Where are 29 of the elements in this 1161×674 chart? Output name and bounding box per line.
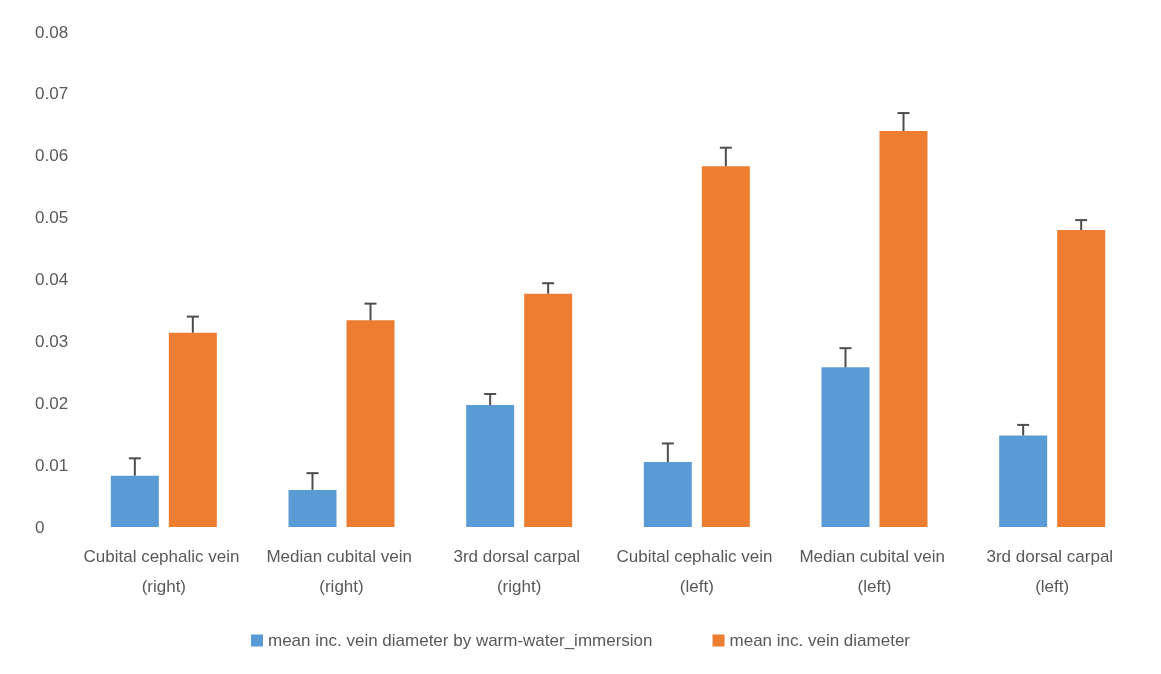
y-tick-label: 0.08 xyxy=(35,22,69,42)
bar xyxy=(999,435,1048,527)
bar xyxy=(821,367,870,527)
bar xyxy=(701,166,750,527)
y-tick-label: 0.02 xyxy=(35,393,69,413)
y-tick-label: 0.03 xyxy=(35,331,69,351)
y-tick-label: 0.04 xyxy=(35,270,69,289)
legend-label: mean inc. vein diameter xyxy=(729,631,911,650)
bar xyxy=(643,462,692,527)
bar xyxy=(168,332,217,527)
y-tick-label: 0.06 xyxy=(35,146,69,166)
x-tick-label: 3rd dorsal carpal (left) xyxy=(986,546,1118,596)
legend-label: mean inc. vein diameter by warm-water_immersion xyxy=(268,631,653,650)
x-tick-label: Median cubital vein (left) xyxy=(799,546,950,596)
y-tick-label: 0.05 xyxy=(35,208,69,228)
bar xyxy=(524,293,573,527)
y-tick-label: 0.01 xyxy=(35,455,69,475)
bar xyxy=(346,320,395,527)
bar xyxy=(1057,230,1106,527)
y-tick-label: 0 xyxy=(35,517,45,537)
y-tick-label: 0.07 xyxy=(35,84,69,104)
x-tick-label: Cubital cephalic vein (left) xyxy=(616,546,778,596)
bar xyxy=(288,489,337,527)
x-tick-label: 3rd dorsal carpal (right) xyxy=(453,546,585,596)
bar xyxy=(879,131,928,527)
x-tick-label: Cubital cephalic vein (right) xyxy=(83,546,245,596)
x-tick-label: Median cubital vein (right) xyxy=(266,546,417,596)
bar xyxy=(110,475,159,527)
bar xyxy=(466,405,515,527)
